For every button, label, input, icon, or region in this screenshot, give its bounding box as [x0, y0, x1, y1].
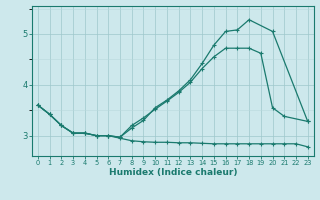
X-axis label: Humidex (Indice chaleur): Humidex (Indice chaleur)	[108, 168, 237, 177]
